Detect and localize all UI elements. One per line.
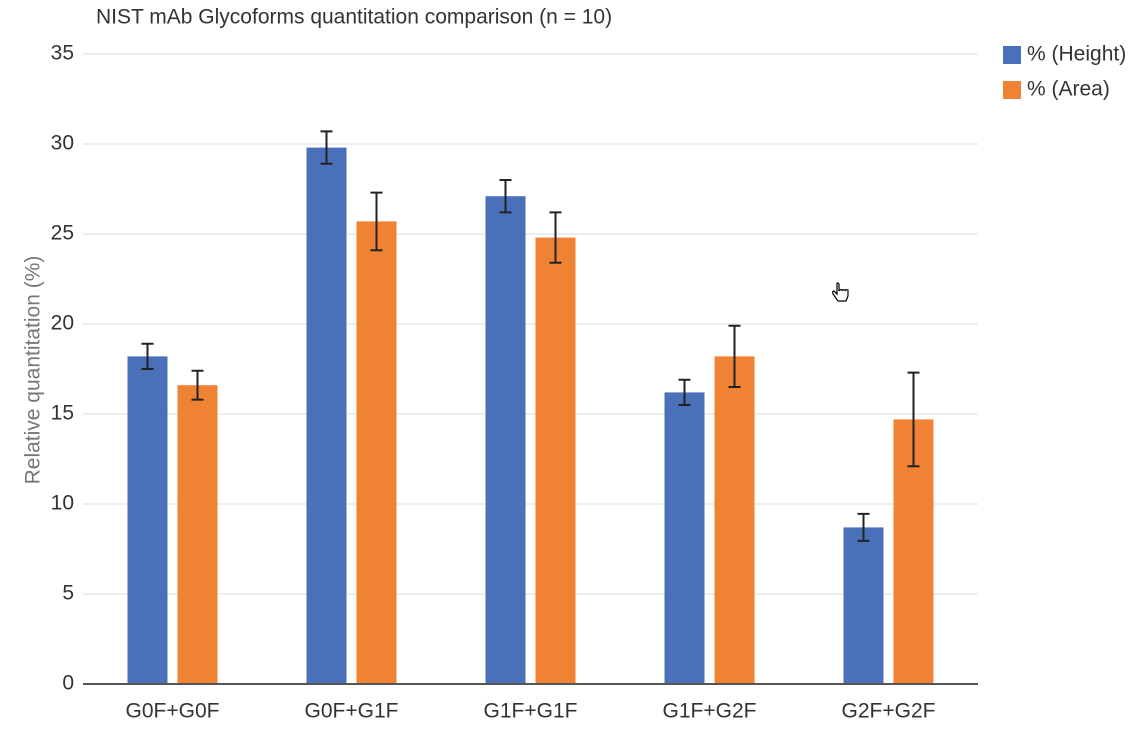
x-tick-label: G0F+G1F (305, 700, 399, 723)
bar (356, 221, 397, 684)
bar (306, 147, 347, 685)
y-tick-label: 35 (51, 42, 74, 65)
x-tick-label: G1F+G2F (663, 700, 757, 723)
bar (664, 392, 705, 684)
bar (714, 356, 755, 684)
error-bar (141, 342, 154, 370)
x-tick-label: G2F+G2F (842, 700, 936, 723)
bar (177, 385, 218, 684)
y-tick-label: 25 (51, 222, 74, 245)
y-tick-label: 30 (51, 132, 74, 155)
y-tick-label: 15 (51, 402, 74, 425)
error-bar (191, 369, 204, 401)
x-tick-label: G1F+G1F (484, 700, 578, 723)
legend-swatch (1003, 46, 1021, 64)
y-tick-label: 20 (51, 312, 74, 335)
error-bar (907, 371, 920, 468)
error-bar (320, 130, 333, 165)
legend-label: % (Height) (1027, 43, 1126, 66)
bar (535, 237, 576, 684)
chart-title: NIST mAb Glycoforms quantitation compari… (96, 6, 612, 29)
error-bar (728, 324, 741, 388)
legend-label: % (Area) (1027, 78, 1110, 101)
error-bar (370, 191, 383, 252)
bar (485, 196, 526, 684)
cursor-icon (832, 282, 849, 302)
error-bar (499, 179, 512, 214)
bar (127, 356, 168, 684)
legend-swatch (1003, 81, 1021, 99)
y-axis-label: Relative quantitation (%) (22, 256, 45, 485)
y-tick-label: 10 (51, 492, 74, 515)
error-bar (678, 378, 691, 406)
error-bar (857, 512, 870, 542)
y-tick-label: 5 (62, 582, 74, 605)
error-bar (549, 211, 562, 264)
y-tick-label: 0 (62, 672, 74, 695)
x-tick-label: G0F+G0F (126, 700, 220, 723)
bar (843, 527, 884, 684)
